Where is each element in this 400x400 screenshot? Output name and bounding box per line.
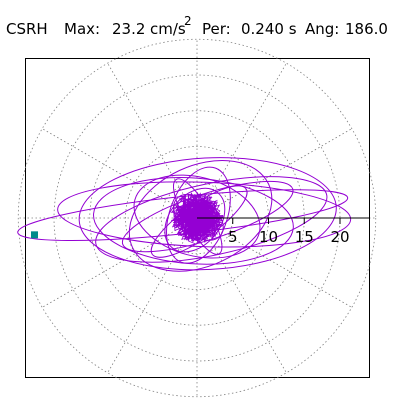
grid-spoke [107, 217, 198, 374]
orbit-trace [133, 174, 261, 259]
radial-tick-label: 15 [295, 228, 314, 246]
radial-tick-label: 5 [228, 228, 238, 246]
radial-axis: 5 10 15 20 [197, 217, 370, 246]
period-value: 0.240 s [241, 20, 297, 38]
grid-ring [17, 38, 377, 398]
grid-spoke [41, 217, 198, 308]
orbit-trace [93, 176, 294, 265]
max-unit: cm/s [150, 20, 186, 38]
max-label: Max: [64, 20, 101, 38]
grid-spoke [41, 128, 198, 219]
grid-spoke [196, 128, 353, 219]
station-code: CSRH [6, 20, 48, 38]
orbit-core-tangle [171, 192, 225, 245]
orbit-trace [78, 157, 337, 271]
max-value: 23.2 [112, 20, 146, 38]
grid-spoke [196, 62, 287, 219]
orbit-trace [166, 166, 231, 264]
peak-marker-group [31, 231, 38, 239]
max-unit-exponent: 2 [184, 14, 192, 28]
grid-spoke [107, 62, 198, 219]
radial-tick-label: 10 [259, 228, 278, 246]
header: CSRH Max: 23.2 cm/s 2 Per: 0.240 s Ang: … [0, 0, 400, 44]
angle-value: 186.0 [345, 20, 388, 38]
grid-spoke [196, 217, 353, 308]
grid-spoke [196, 217, 287, 374]
orbit-trace [128, 159, 273, 272]
radial-tick-label: 20 [330, 228, 349, 246]
peak-marker [31, 231, 38, 239]
angle-label: Ang: [305, 20, 340, 38]
orbit-traces [17, 157, 352, 272]
period-label: Per: [202, 20, 231, 38]
